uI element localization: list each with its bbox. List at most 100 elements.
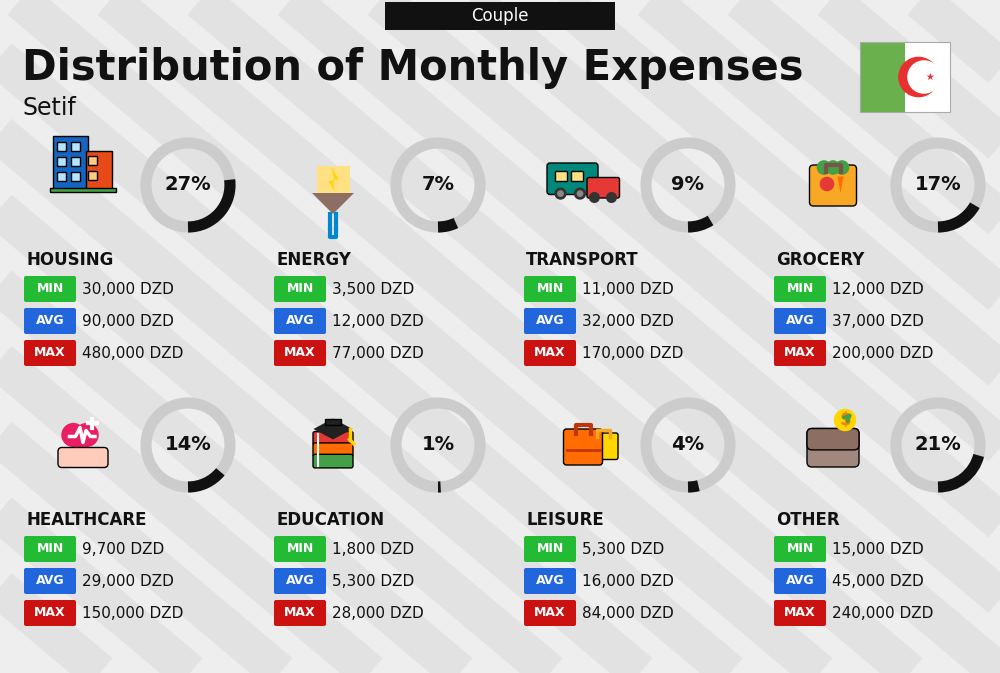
Text: 28,000 DZD: 28,000 DZD xyxy=(332,606,424,621)
FancyBboxPatch shape xyxy=(524,340,576,366)
FancyBboxPatch shape xyxy=(57,157,66,166)
FancyBboxPatch shape xyxy=(774,536,826,562)
Text: MIN: MIN xyxy=(36,283,64,295)
Text: 5,300 DZD: 5,300 DZD xyxy=(332,573,414,588)
FancyBboxPatch shape xyxy=(57,142,66,151)
Text: 37,000 DZD: 37,000 DZD xyxy=(832,314,924,328)
Text: 170,000 DZD: 170,000 DZD xyxy=(582,345,683,361)
Text: 240,000 DZD: 240,000 DZD xyxy=(832,606,933,621)
Circle shape xyxy=(899,57,938,97)
Text: ★: ★ xyxy=(925,72,934,82)
FancyBboxPatch shape xyxy=(313,431,353,445)
FancyBboxPatch shape xyxy=(274,276,326,302)
FancyBboxPatch shape xyxy=(70,172,80,181)
Text: HOUSING: HOUSING xyxy=(26,251,113,269)
Polygon shape xyxy=(316,166,350,193)
Text: 7%: 7% xyxy=(422,176,454,194)
Text: MIN: MIN xyxy=(36,542,64,555)
Text: 29,000 DZD: 29,000 DZD xyxy=(82,573,174,588)
FancyBboxPatch shape xyxy=(905,42,950,112)
FancyBboxPatch shape xyxy=(70,157,80,166)
Text: AVG: AVG xyxy=(786,314,814,328)
Polygon shape xyxy=(312,193,354,214)
Text: 30,000 DZD: 30,000 DZD xyxy=(82,281,174,297)
Text: AVG: AVG xyxy=(36,314,64,328)
Circle shape xyxy=(908,61,940,93)
FancyBboxPatch shape xyxy=(274,600,326,626)
Text: AVG: AVG xyxy=(536,314,564,328)
FancyBboxPatch shape xyxy=(24,308,76,334)
Text: 11,000 DZD: 11,000 DZD xyxy=(582,281,674,297)
FancyBboxPatch shape xyxy=(313,443,353,456)
Text: AVG: AVG xyxy=(286,314,314,328)
Text: 12,000 DZD: 12,000 DZD xyxy=(832,281,924,297)
Circle shape xyxy=(590,192,599,203)
Text: MIN: MIN xyxy=(536,542,564,555)
Text: MIN: MIN xyxy=(286,542,314,555)
Text: AVG: AVG xyxy=(536,575,564,588)
FancyBboxPatch shape xyxy=(774,276,826,302)
Text: AVG: AVG xyxy=(36,575,64,588)
FancyBboxPatch shape xyxy=(325,419,341,425)
FancyBboxPatch shape xyxy=(274,536,326,562)
FancyBboxPatch shape xyxy=(86,151,112,190)
Text: 12,000 DZD: 12,000 DZD xyxy=(332,314,424,328)
Text: 4%: 4% xyxy=(671,435,705,454)
Text: AVG: AVG xyxy=(286,575,314,588)
Text: 150,000 DZD: 150,000 DZD xyxy=(82,606,183,621)
FancyBboxPatch shape xyxy=(774,600,826,626)
Circle shape xyxy=(835,161,849,174)
Text: MAX: MAX xyxy=(284,347,316,359)
FancyBboxPatch shape xyxy=(524,568,576,594)
Text: 200,000 DZD: 200,000 DZD xyxy=(832,345,933,361)
FancyBboxPatch shape xyxy=(70,142,80,151)
FancyBboxPatch shape xyxy=(524,308,576,334)
Text: MAX: MAX xyxy=(534,347,566,359)
Text: MIN: MIN xyxy=(786,283,814,295)
FancyBboxPatch shape xyxy=(774,308,826,334)
Circle shape xyxy=(575,188,585,199)
FancyBboxPatch shape xyxy=(24,600,76,626)
Text: MAX: MAX xyxy=(784,347,816,359)
FancyBboxPatch shape xyxy=(860,42,905,112)
Text: 90,000 DZD: 90,000 DZD xyxy=(82,314,174,328)
Circle shape xyxy=(826,161,840,174)
FancyBboxPatch shape xyxy=(385,2,615,30)
Text: Distribution of Monthly Expenses: Distribution of Monthly Expenses xyxy=(22,47,804,89)
FancyBboxPatch shape xyxy=(587,178,620,198)
FancyBboxPatch shape xyxy=(24,340,76,366)
FancyBboxPatch shape xyxy=(524,276,576,302)
FancyBboxPatch shape xyxy=(274,340,326,366)
FancyBboxPatch shape xyxy=(313,454,353,468)
Text: MAX: MAX xyxy=(784,606,816,620)
Text: 1%: 1% xyxy=(421,435,455,454)
Text: 77,000 DZD: 77,000 DZD xyxy=(332,345,424,361)
FancyBboxPatch shape xyxy=(88,170,97,180)
Polygon shape xyxy=(838,176,844,193)
Text: EDUCATION: EDUCATION xyxy=(276,511,384,529)
Polygon shape xyxy=(314,419,352,439)
Circle shape xyxy=(75,423,98,446)
FancyBboxPatch shape xyxy=(50,188,116,192)
Text: Couple: Couple xyxy=(471,7,529,25)
Polygon shape xyxy=(328,168,339,192)
Circle shape xyxy=(817,161,831,174)
FancyBboxPatch shape xyxy=(774,340,826,366)
Text: 27%: 27% xyxy=(165,176,211,194)
Text: 1,800 DZD: 1,800 DZD xyxy=(332,542,414,557)
Text: 480,000 DZD: 480,000 DZD xyxy=(82,345,183,361)
Circle shape xyxy=(834,409,856,431)
Text: MIN: MIN xyxy=(286,283,314,295)
Text: 3,500 DZD: 3,500 DZD xyxy=(332,281,414,297)
Text: 14%: 14% xyxy=(165,435,211,454)
FancyBboxPatch shape xyxy=(564,429,602,465)
Text: AVG: AVG xyxy=(786,575,814,588)
Text: GROCERY: GROCERY xyxy=(776,251,864,269)
FancyBboxPatch shape xyxy=(274,568,326,594)
FancyBboxPatch shape xyxy=(53,136,88,190)
FancyBboxPatch shape xyxy=(547,163,598,194)
Text: 5,300 DZD: 5,300 DZD xyxy=(582,542,664,557)
Text: 17%: 17% xyxy=(915,176,961,194)
Circle shape xyxy=(607,192,616,203)
Circle shape xyxy=(577,191,583,197)
